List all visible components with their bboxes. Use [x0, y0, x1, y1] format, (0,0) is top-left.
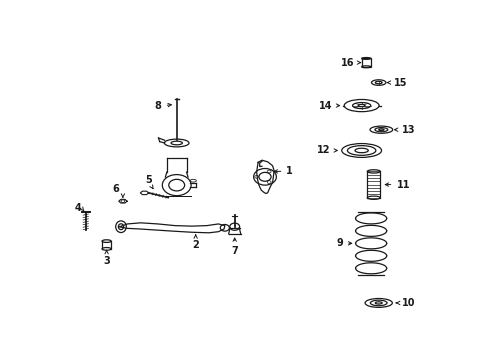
- Text: 12: 12: [316, 145, 329, 156]
- Text: 2: 2: [192, 240, 199, 250]
- Text: 5: 5: [144, 175, 151, 185]
- Text: 13: 13: [401, 125, 414, 135]
- Text: 14: 14: [318, 100, 331, 111]
- Text: 15: 15: [393, 77, 407, 87]
- Ellipse shape: [366, 170, 380, 173]
- Text: 1: 1: [285, 166, 292, 176]
- Text: 16: 16: [340, 58, 353, 68]
- Bar: [361, 58, 370, 67]
- Text: 7: 7: [231, 246, 238, 256]
- Text: 3: 3: [103, 256, 110, 266]
- Text: 6: 6: [112, 184, 119, 194]
- Ellipse shape: [361, 58, 370, 59]
- Ellipse shape: [102, 240, 111, 242]
- Text: 10: 10: [401, 298, 415, 308]
- Text: 8: 8: [154, 100, 161, 111]
- Text: 4: 4: [74, 203, 81, 213]
- Text: 9: 9: [336, 238, 343, 248]
- Text: 11: 11: [396, 180, 409, 190]
